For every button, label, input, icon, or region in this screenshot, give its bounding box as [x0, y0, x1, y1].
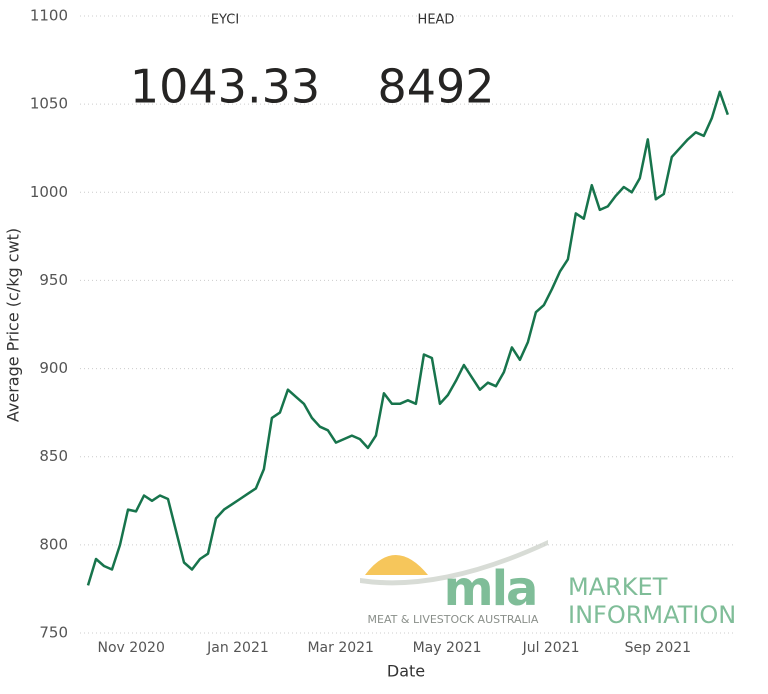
logo-tagline: MEAT & LIVESTOCK AUSTRALIA	[368, 613, 539, 626]
x-axis-label: Date	[387, 662, 425, 681]
y-tick-label: 900	[39, 359, 68, 377]
y-tick-label: 950	[39, 271, 68, 289]
kpi-value: 8492	[377, 60, 494, 114]
kpi-label: HEAD	[418, 13, 455, 28]
kpi-value: 1043.33	[130, 60, 320, 114]
logo-line1: MARKET	[568, 573, 668, 601]
y-tick-label: 850	[39, 447, 68, 465]
x-tick-label: May 2021	[413, 640, 482, 656]
x-tick-label: Sep 2021	[625, 640, 691, 656]
y-tick-label: 1050	[30, 95, 68, 113]
y-tick-label: 1100	[30, 7, 68, 25]
logo-line2: INFORMATION	[568, 601, 736, 629]
y-axis-label: Average Price (c/kg cwt)	[4, 228, 23, 422]
line	[86, 90, 729, 586]
x-tick-label: Jul 2021	[522, 640, 580, 656]
x-tick-label: Mar 2021	[307, 640, 374, 656]
kpi-label: EYCI	[211, 13, 239, 28]
logo-swoosh	[360, 540, 548, 586]
logo-mark: mla	[444, 561, 537, 617]
logo: mla MEAT & LIVESTOCK AUSTRALIA MARKET IN…	[360, 540, 736, 629]
x-tick-label: Jan 2021	[206, 640, 269, 656]
x-tick-label: Nov 2020	[97, 640, 164, 656]
logo-sun	[365, 555, 428, 575]
y-tick-label: 750	[39, 624, 68, 642]
y-tick-label: 1000	[30, 183, 68, 201]
y-tick-label: 800	[39, 535, 68, 553]
